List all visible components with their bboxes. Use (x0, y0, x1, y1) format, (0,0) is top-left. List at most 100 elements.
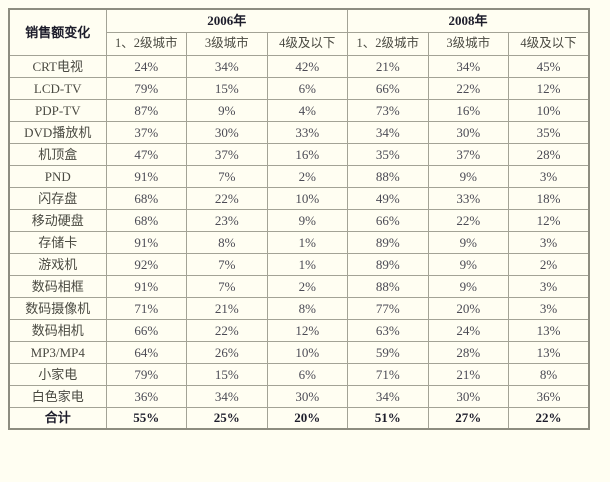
value-cell: 18% (508, 186, 590, 210)
value-cell: 3% (508, 296, 590, 320)
product-label: 数码相机 (8, 318, 107, 342)
value-cell: 79% (105, 76, 187, 100)
sales-change-table: 销售额变化 2006年 2008年 1、2级城市 3级城市 4级及以下 1、2级… (8, 8, 590, 430)
product-label: PDP-TV (8, 98, 107, 122)
value-cell: 9% (427, 164, 509, 188)
table-row: 游戏机 92% 7% 1% 89% 9% 2% (8, 252, 590, 276)
value-cell: 37% (186, 142, 268, 166)
value-cell: 8% (508, 362, 590, 386)
value-cell: 92% (105, 252, 187, 276)
value-cell: 79% (105, 362, 187, 386)
product-label: LCD-TV (8, 76, 107, 100)
year-header-2006: 2006年 (105, 8, 348, 33)
value-cell: 34% (347, 120, 429, 144)
product-label: 小家电 (8, 362, 107, 386)
value-cell: 77% (347, 296, 429, 320)
value-cell: 66% (347, 76, 429, 100)
value-cell: 37% (105, 120, 187, 144)
year-header-row: 销售额变化 2006年 2008年 (8, 8, 590, 56)
value-cell: 30% (266, 384, 348, 408)
value-cell: 47% (105, 142, 187, 166)
value-cell: 9% (266, 208, 348, 232)
tier-header-2006-tier4: 4级及以下 (266, 31, 348, 56)
value-cell: 49% (347, 186, 429, 210)
value-cell: 64% (105, 340, 187, 364)
tier-header-row: 1、2级城市 3级城市 4级及以下 1、2级城市 3级城市 4级及以下 (9, 31, 590, 56)
value-cell: 35% (508, 120, 590, 144)
value-cell: 10% (508, 98, 590, 122)
product-label: 数码摄像机 (8, 296, 107, 320)
value-cell: 20% (427, 296, 509, 320)
value-cell: 2% (266, 274, 348, 298)
value-cell: 20% (266, 406, 348, 430)
tier-header-2008-tier3: 3级城市 (427, 31, 509, 56)
value-cell: 8% (266, 296, 348, 320)
value-cell: 91% (105, 164, 187, 188)
value-cell: 15% (186, 76, 268, 100)
value-cell: 88% (347, 274, 429, 298)
value-cell: 89% (347, 230, 429, 254)
value-cell: 89% (347, 252, 429, 276)
value-cell: 21% (186, 296, 268, 320)
value-cell: 13% (508, 318, 590, 342)
value-cell: 3% (508, 164, 590, 188)
product-label: 白色家电 (8, 384, 107, 408)
value-cell: 21% (347, 54, 429, 78)
value-cell: 1% (266, 252, 348, 276)
total-row: 合计 55% 25% 20% 51% 27% 22% (8, 406, 590, 430)
product-label: 存储卡 (8, 230, 107, 254)
value-cell: 22% (186, 318, 268, 342)
value-cell: 28% (508, 142, 590, 166)
product-label: DVD播放机 (8, 120, 107, 144)
value-cell: 26% (186, 340, 268, 364)
value-cell: 16% (427, 98, 509, 122)
table-row: DVD播放机 37% 30% 33% 34% 30% 35% (8, 120, 590, 144)
value-cell: 3% (508, 230, 590, 254)
value-cell: 34% (347, 384, 429, 408)
value-cell: 9% (427, 252, 509, 276)
value-cell: 7% (186, 164, 268, 188)
value-cell: 12% (508, 208, 590, 232)
value-cell: 6% (266, 362, 348, 386)
tier-header-2008-tier12: 1、2级城市 (347, 31, 429, 56)
value-cell: 42% (266, 54, 348, 78)
table-row: PND 91% 7% 2% 88% 9% 3% (8, 164, 590, 188)
value-cell: 16% (266, 142, 348, 166)
table-row: 数码相框 91% 7% 2% 88% 9% 3% (8, 274, 590, 298)
value-cell: 12% (508, 76, 590, 100)
value-cell: 87% (105, 98, 187, 122)
value-cell: 2% (266, 164, 348, 188)
value-cell: 88% (347, 164, 429, 188)
value-cell: 15% (186, 362, 268, 386)
value-cell: 7% (186, 252, 268, 276)
value-cell: 30% (427, 384, 509, 408)
tier-header-2006-tier3: 3级城市 (186, 31, 268, 56)
value-cell: 55% (105, 406, 187, 430)
table-row: PDP-TV 87% 9% 4% 73% 16% 10% (8, 98, 590, 122)
table-row: 数码相机 66% 22% 12% 63% 24% 13% (8, 318, 590, 342)
value-cell: 22% (508, 406, 590, 430)
tier-header-2008-tier4: 4级及以下 (508, 31, 590, 56)
value-cell: 36% (105, 384, 187, 408)
value-cell: 10% (266, 186, 348, 210)
value-cell: 34% (427, 54, 509, 78)
value-cell: 35% (347, 142, 429, 166)
value-cell: 22% (427, 208, 509, 232)
value-cell: 9% (427, 274, 509, 298)
value-cell: 33% (427, 186, 509, 210)
value-cell: 71% (347, 362, 429, 386)
value-cell: 33% (266, 120, 348, 144)
value-cell: 27% (427, 406, 509, 430)
product-label: 合计 (8, 406, 107, 430)
table-row: MP3/MP4 64% 26% 10% 59% 28% 13% (8, 340, 590, 364)
value-cell: 30% (186, 120, 268, 144)
product-label: 数码相框 (8, 274, 107, 298)
product-label: CRT电视 (8, 54, 107, 78)
tier-header-2006-tier12: 1、2级城市 (105, 31, 187, 56)
value-cell: 9% (186, 98, 268, 122)
table-row: LCD-TV 79% 15% 6% 66% 22% 12% (8, 76, 590, 100)
table-body: CRT电视 24% 34% 42% 21% 34% 45% LCD-TV 79%… (8, 54, 590, 430)
table-row: 小家电 79% 15% 6% 71% 21% 8% (8, 362, 590, 386)
value-cell: 45% (508, 54, 590, 78)
table-row: 机顶盒 47% 37% 16% 35% 37% 28% (8, 142, 590, 166)
